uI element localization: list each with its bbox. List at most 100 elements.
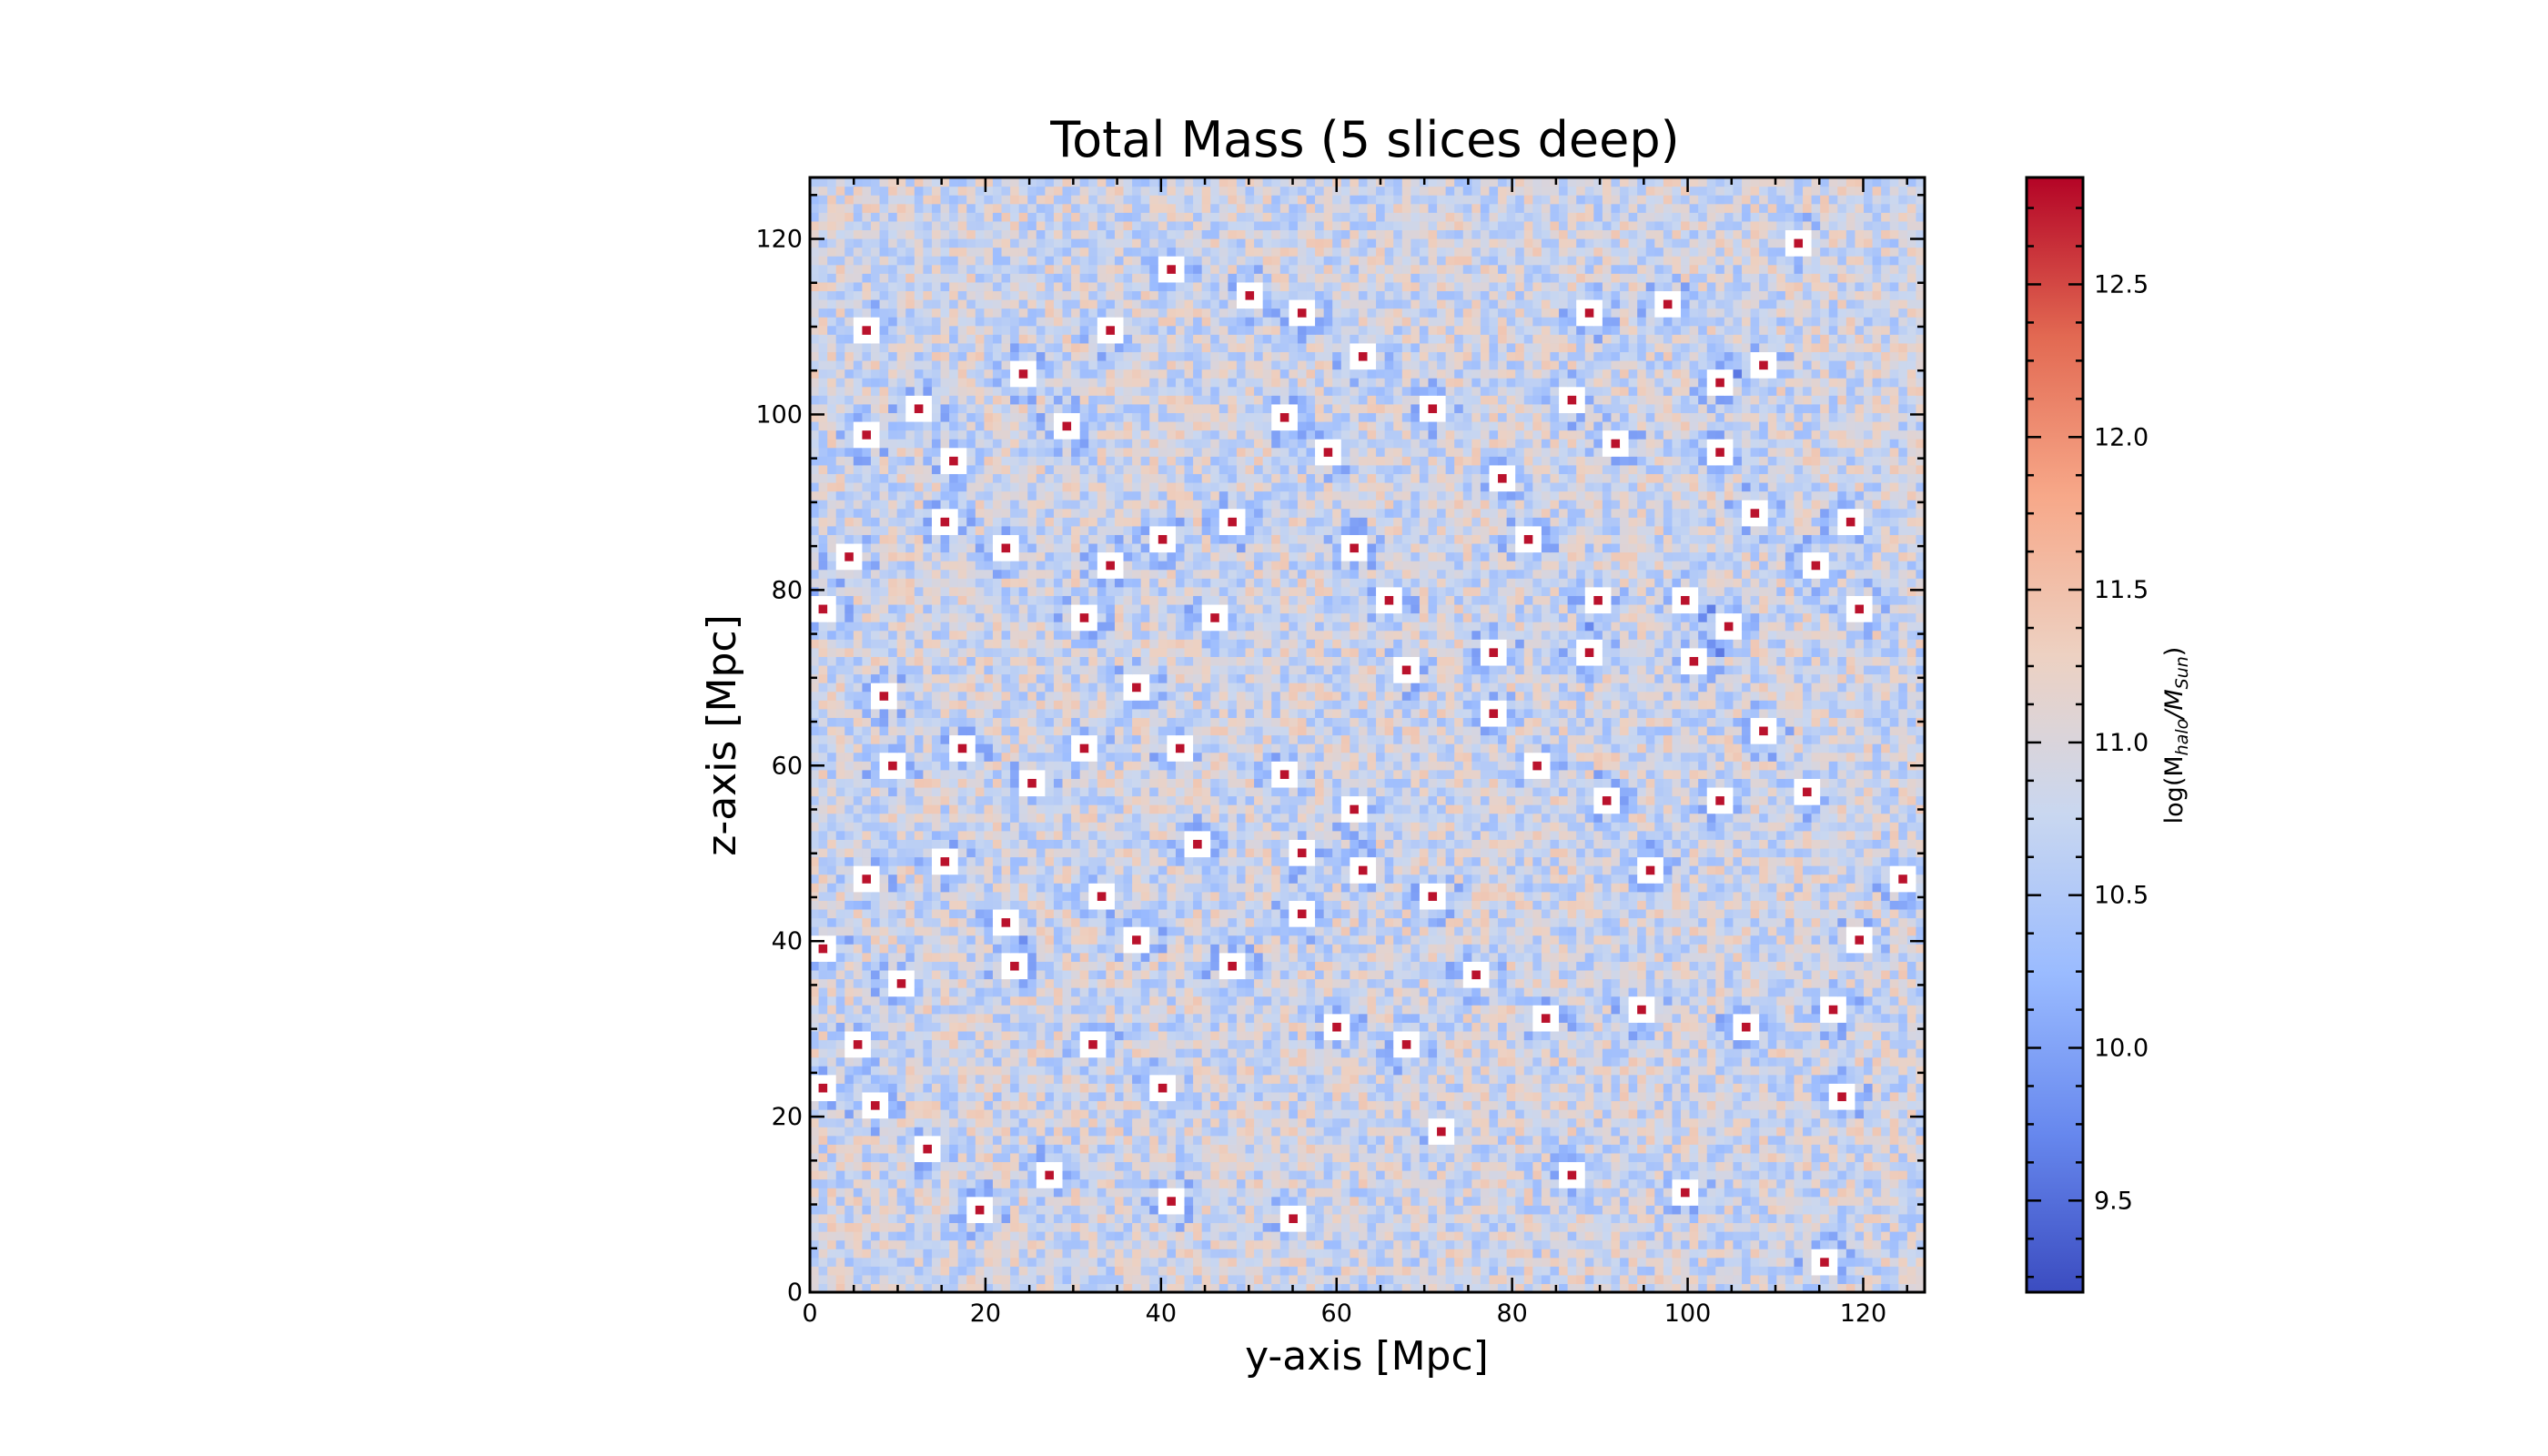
heatmap-cell — [1724, 1257, 1734, 1267]
heatmap-cell — [1480, 961, 1491, 971]
heatmap-cell — [1864, 1249, 1874, 1259]
heatmap-cell — [1541, 1249, 1552, 1259]
heatmap-cell — [1140, 1196, 1150, 1206]
heatmap-cell — [844, 1135, 854, 1145]
heatmap-cell — [1654, 1057, 1664, 1067]
heatmap-cell — [1820, 1022, 1830, 1032]
heatmap-cell — [1811, 1161, 1821, 1171]
heatmap-cell — [1845, 996, 1856, 1006]
heatmap-cell — [1750, 1135, 1760, 1145]
heatmap-cell — [1167, 952, 1177, 962]
heatmap-cell — [1620, 1091, 1630, 1102]
heatmap-cell — [1489, 1030, 1499, 1041]
heatmap-cell — [853, 1283, 864, 1293]
heatmap-cell — [1776, 1144, 1786, 1154]
heatmap-cell — [835, 1222, 845, 1232]
heatmap-cell — [914, 1135, 925, 1145]
heatmap-cell — [853, 987, 864, 997]
heatmap-cell — [896, 1022, 906, 1032]
heatmap-cell — [1864, 1057, 1874, 1067]
heatmap-cell — [1454, 978, 1464, 988]
heatmap-cell — [1175, 1135, 1186, 1145]
heatmap-cell — [1663, 1231, 1673, 1241]
heatmap-cell — [1306, 1022, 1316, 1032]
heatmap-cell — [1097, 1013, 1107, 1023]
heatmap-cell — [1428, 1109, 1438, 1119]
heatmap-cell — [1376, 952, 1386, 962]
heatmap-cell — [1724, 1283, 1734, 1293]
heatmap-cell — [870, 1100, 881, 1110]
heatmap-cell — [1811, 1231, 1821, 1241]
heatmap-cell — [1567, 1205, 1577, 1215]
heatmap-cell — [966, 1074, 976, 1084]
heatmap-cell — [1018, 1117, 1028, 1127]
heatmap-cell — [1114, 1222, 1125, 1232]
heatmap-cell — [1837, 1222, 1847, 1232]
heatmap-cell — [1036, 1057, 1046, 1067]
heatmap-cell — [1845, 1249, 1856, 1259]
heatmap-cell — [1001, 1239, 1011, 1249]
heatmap-cell — [1506, 1170, 1516, 1180]
heatmap-cell — [1506, 1239, 1516, 1249]
heatmap-cell — [1167, 1144, 1177, 1154]
heatmap-cell — [1506, 1057, 1516, 1067]
heatmap-cell — [1184, 1161, 1194, 1171]
heatmap-cell — [844, 1196, 854, 1206]
heatmap-cell — [914, 1178, 925, 1188]
heatmap-cell — [1828, 978, 1838, 988]
heatmap-cell — [1445, 1274, 1455, 1285]
heatmap-cell — [862, 1066, 872, 1076]
heatmap-cell — [1820, 1066, 1830, 1076]
heatmap-cell — [1837, 1231, 1847, 1241]
heatmap-cell — [1062, 987, 1072, 997]
heatmap-cell — [1071, 1005, 1081, 1015]
heatmap-cell — [1071, 1188, 1081, 1198]
heatmap-cell — [940, 1117, 950, 1127]
heatmap-cell — [1855, 1100, 1865, 1110]
heatmap-cell — [1289, 1144, 1299, 1154]
heatmap-cell — [1201, 1109, 1211, 1119]
heatmap-cell — [1689, 1188, 1699, 1198]
heatmap-cell — [1750, 1066, 1760, 1076]
heatmap-cell — [1837, 1083, 1847, 1093]
heatmap-cell — [862, 1135, 872, 1145]
heatmap-cell — [1262, 1274, 1272, 1285]
heatmap-cell — [1889, 1222, 1899, 1232]
heatmap-cell — [1279, 1266, 1289, 1276]
heatmap-cell — [1367, 978, 1377, 988]
heatmap-cell — [1811, 996, 1821, 1006]
heatmap-cell — [1279, 1249, 1289, 1259]
heatmap-cell — [1663, 1066, 1673, 1076]
heatmap-cell — [1881, 1231, 1891, 1241]
heatmap-cell — [1428, 1030, 1438, 1041]
heatmap-cell — [1419, 1022, 1430, 1032]
heatmap-cell — [1645, 1083, 1655, 1093]
heatmap-cell — [1567, 1239, 1577, 1249]
heatmap-cell — [1132, 1161, 1142, 1171]
heatmap-cell — [966, 1083, 976, 1093]
heatmap-cell — [1053, 1109, 1064, 1119]
heatmap-cell — [870, 1048, 881, 1058]
heatmap-cell — [844, 1205, 854, 1215]
heatmap-cell — [1358, 1283, 1369, 1293]
heatmap-cell — [1340, 1057, 1350, 1067]
heatmap-cell — [827, 1239, 837, 1249]
heatmap-cell — [1864, 1274, 1874, 1285]
heatmap-cell — [1855, 996, 1865, 1006]
heatmap-cell — [1855, 1205, 1865, 1215]
heatmap-cell — [827, 1274, 837, 1285]
heatmap-cell — [1559, 1231, 1569, 1241]
heatmap-cell — [1654, 1144, 1664, 1154]
heatmap-cell — [1140, 1178, 1150, 1188]
heatmap-cell — [1079, 1283, 1089, 1293]
heatmap-cell — [1123, 952, 1133, 962]
heatmap-cell — [1340, 1231, 1350, 1241]
heatmap-cell — [1767, 1083, 1777, 1093]
heatmap-cell — [896, 1170, 906, 1180]
heatmap-cell — [1611, 1196, 1621, 1206]
heatmap-cell — [1036, 1274, 1046, 1285]
heatmap-cell — [1489, 1283, 1499, 1293]
heatmap-cell — [1620, 987, 1630, 997]
heatmap-cell — [1689, 1083, 1699, 1093]
heatmap-cell — [1218, 1013, 1228, 1023]
